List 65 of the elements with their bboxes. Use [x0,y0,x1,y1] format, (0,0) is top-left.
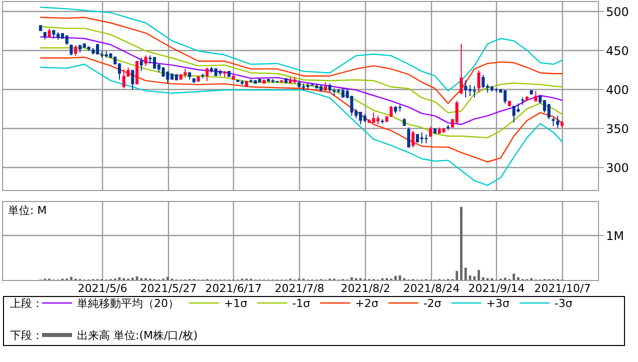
bar [478,270,480,280]
x-tick-label: 2021/8/24 [403,282,460,295]
candlestick [70,44,73,56]
x-tick-label: 2021/5/6 [78,282,128,295]
candlestick [407,126,410,148]
candlestick [206,67,209,82]
x-tick-label: 2021/8/2 [340,282,390,295]
line-series [40,36,563,125]
candlestick [144,54,148,66]
legend-label: 出来高 単位:(M株/口/枚) [77,329,198,342]
candlestick [455,100,458,124]
candlestick [74,44,78,56]
legend-label: 単純移動平均（20） [77,297,179,310]
candlestick [135,60,139,85]
legend-label: +1σ [224,297,248,310]
y-tick-label: 450 [606,44,629,58]
line-series [40,16,563,104]
candlestick [482,74,485,89]
candlestick [547,104,550,120]
y-tick-label: 500 [606,5,629,19]
line-series [40,56,563,162]
bar [398,275,402,280]
candlestick [140,57,143,72]
bar [166,276,169,280]
bar [512,274,516,280]
legend-label: -2σ [423,297,442,310]
bar [70,276,72,280]
bar [460,206,462,280]
candlestick [420,132,424,144]
bar [350,277,353,280]
candlestick [412,130,415,148]
y-axis-title: 単位: M [8,204,47,217]
bar [464,268,467,280]
legend-label: -1σ [292,297,310,310]
candlestick [464,80,468,98]
bar [118,277,121,280]
candlestick [477,70,480,94]
bar [473,276,476,280]
legend-label: -3σ [554,297,572,310]
candlestick [358,111,362,125]
candlestick [429,126,432,138]
bar [456,270,458,280]
candlestick [131,69,134,90]
legend-title: 下段： [10,329,43,342]
y-tick-label: 1M [606,229,624,243]
x-tick-label: 2021/5/27 [140,282,197,295]
x-tick-label: 2021/7/8 [274,282,324,295]
bar [517,277,520,280]
y-tick-label: 300 [606,161,629,175]
legend-label: +3σ [486,297,510,310]
candlestick [460,43,463,95]
line-series [40,26,563,114]
x-tick-label: 2021/6/17 [205,282,262,295]
candlestick [122,68,126,89]
y-tick-label: 400 [606,83,629,97]
line-series [40,47,563,138]
bar [482,277,484,280]
line-series [40,64,563,186]
candlestick [556,115,560,129]
legend-title: 上段： [10,297,43,310]
y-tick-label: 350 [606,122,629,136]
candlestick [350,95,354,116]
x-tick-label: 2021/9/14 [468,282,525,295]
x-tick-label: 2021/10/7 [534,282,591,295]
legend-label: +2σ [355,297,378,310]
